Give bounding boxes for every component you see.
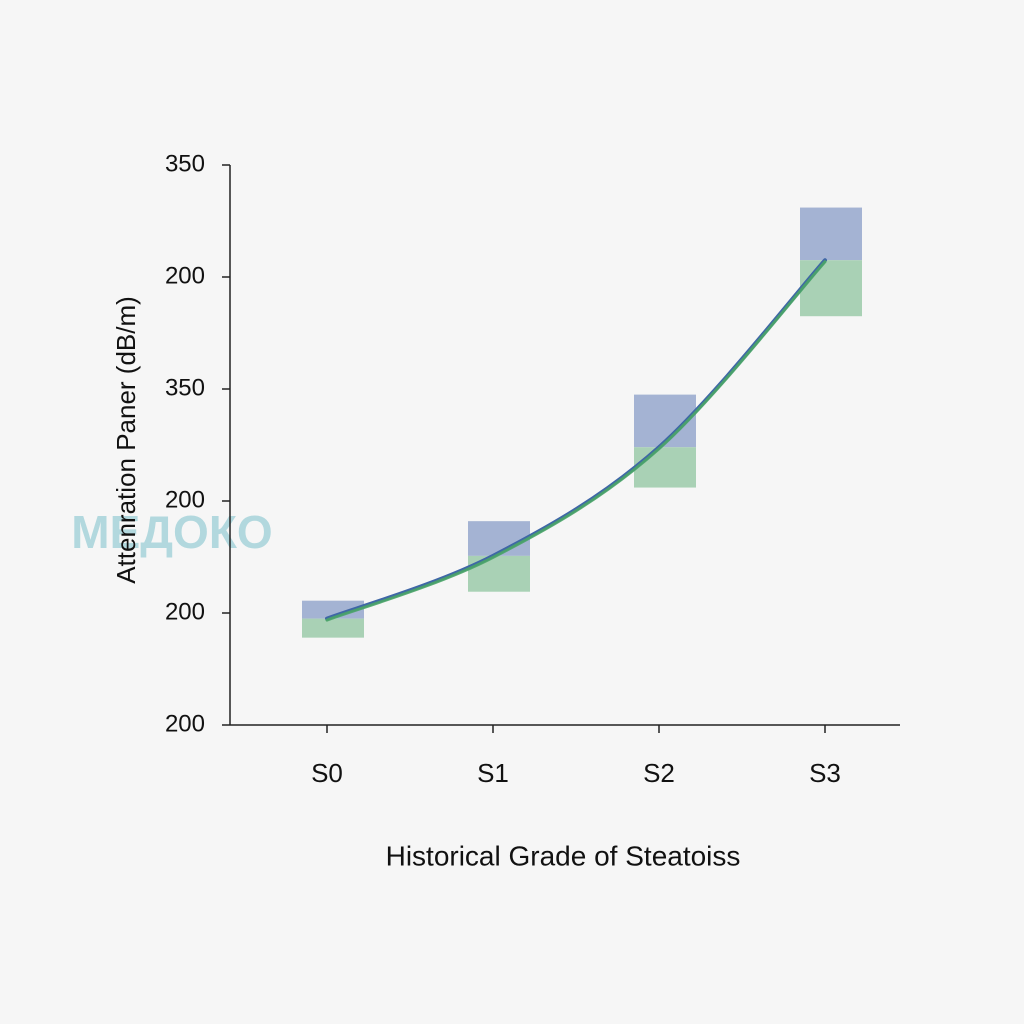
x-tick-label: S2 xyxy=(643,758,675,788)
range-lower xyxy=(302,618,364,638)
y-tick-label: 200 xyxy=(165,486,205,513)
y-tick-label: 200 xyxy=(165,598,205,625)
y-tick-label: 200 xyxy=(165,262,205,289)
range-upper xyxy=(468,521,530,556)
y-tick-label: 350 xyxy=(165,150,205,177)
y-tick-label: 350 xyxy=(165,374,205,401)
x-axis-title: Historical Grade of Steatoiss xyxy=(386,840,741,871)
y-tick-label: 200 xyxy=(165,710,205,737)
range-lower xyxy=(800,260,862,317)
watermark: МЕДОКО xyxy=(71,506,272,558)
x-tick-label: S0 xyxy=(311,758,343,788)
y-axis-title: Attenration Paner (dB/m) xyxy=(111,296,141,584)
x-tick-label: S1 xyxy=(477,758,509,788)
x-tick-label: S3 xyxy=(809,758,841,788)
range-lower xyxy=(468,555,530,592)
trend-line xyxy=(325,260,827,622)
range-upper xyxy=(800,207,862,261)
range-lower xyxy=(634,447,696,488)
trend-line xyxy=(325,258,827,621)
